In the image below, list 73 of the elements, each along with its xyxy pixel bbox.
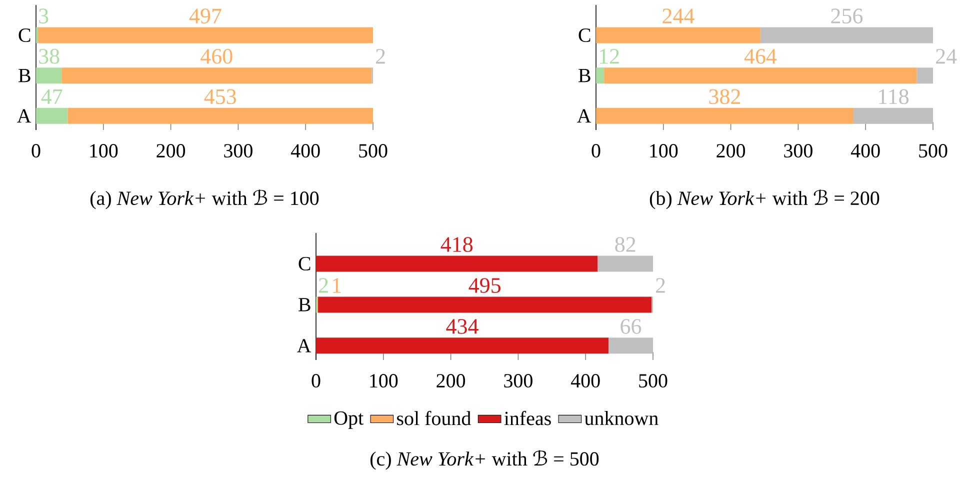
data-label: 38 bbox=[39, 48, 60, 64]
data-label: 2 bbox=[656, 278, 665, 293]
data-label: 453 bbox=[204, 89, 236, 104]
x-tick-label: 200 bbox=[156, 144, 186, 158]
y-tick-label: C bbox=[578, 28, 590, 42]
data-label: 82 bbox=[615, 237, 636, 252]
x-tick-label: 300 bbox=[784, 144, 812, 158]
x-tick-label: 500 bbox=[639, 374, 668, 388]
y-tick-label: B bbox=[298, 298, 310, 312]
data-label: 12 bbox=[600, 48, 619, 64]
bar bbox=[760, 27, 933, 44]
legend-label: infeas bbox=[504, 410, 551, 426]
y-tick-label: B bbox=[18, 68, 30, 82]
data-label: 418 bbox=[440, 237, 473, 252]
text: (c) New York+ with ℬ = 500 bbox=[370, 450, 599, 470]
x-tick-label: 0 bbox=[312, 374, 320, 388]
y-tick-label: B bbox=[578, 68, 590, 82]
bar bbox=[604, 68, 917, 84]
data-label: 3 bbox=[39, 8, 48, 24]
x-tick-label: 400 bbox=[850, 144, 880, 158]
x-tick-label: 500 bbox=[919, 144, 948, 158]
x-tick-label: 0 bbox=[32, 144, 40, 158]
bar bbox=[596, 108, 854, 124]
bar bbox=[596, 68, 604, 84]
data-label: 497 bbox=[189, 8, 222, 24]
data-label: 2 bbox=[376, 48, 385, 64]
data-label: 460 bbox=[200, 48, 232, 64]
data-label: 24 bbox=[936, 48, 957, 64]
bar bbox=[608, 338, 653, 354]
x-tick-label: 100 bbox=[90, 144, 118, 158]
data-label: 1 bbox=[333, 278, 341, 293]
x-tick-label: 500 bbox=[359, 144, 388, 158]
x-tick-label: 400 bbox=[291, 144, 320, 158]
bar bbox=[598, 256, 653, 272]
x-tick-label: 200 bbox=[716, 144, 746, 158]
bar bbox=[316, 338, 609, 354]
data-label: 464 bbox=[744, 48, 777, 64]
bar bbox=[316, 256, 598, 272]
data-label: 47 bbox=[41, 89, 62, 104]
data-label: 256 bbox=[831, 8, 863, 24]
legend-label: sol found bbox=[397, 410, 471, 426]
y-tick-label: C bbox=[18, 28, 30, 42]
data-label: 2 bbox=[319, 278, 328, 293]
bar bbox=[318, 296, 652, 313]
bar bbox=[36, 68, 62, 84]
legend-label: unknown bbox=[584, 411, 658, 426]
data-label: 434 bbox=[446, 319, 478, 334]
data-label: 118 bbox=[879, 89, 908, 104]
bar bbox=[38, 27, 373, 44]
y-tick-label: A bbox=[297, 339, 312, 352]
bar bbox=[596, 27, 760, 44]
data-label: 66 bbox=[620, 319, 642, 334]
data-label: 244 bbox=[662, 8, 694, 24]
x-tick-label: 300 bbox=[504, 374, 532, 388]
bar bbox=[68, 108, 373, 124]
y-tick-label: A bbox=[17, 109, 32, 122]
x-tick-label: 300 bbox=[224, 144, 252, 158]
data-label: 495 bbox=[468, 278, 500, 293]
x-tick-label: 0 bbox=[592, 144, 600, 158]
x-tick-label: 100 bbox=[650, 144, 678, 158]
bar bbox=[62, 68, 372, 84]
x-tick-label: 200 bbox=[436, 374, 466, 388]
data-label: 382 bbox=[709, 89, 740, 104]
y-tick-label: C bbox=[298, 257, 310, 270]
bar bbox=[916, 68, 933, 84]
bar bbox=[36, 108, 68, 124]
bar bbox=[853, 108, 933, 124]
x-tick-label: 100 bbox=[370, 374, 398, 388]
legend-label: Opt bbox=[334, 411, 364, 429]
text: (a) New York+ with ℬ = 100 bbox=[90, 189, 319, 210]
x-tick-label: 400 bbox=[570, 374, 600, 388]
text: (b) New York+ with ℬ = 200 bbox=[650, 189, 880, 210]
y-tick-label: A bbox=[577, 109, 592, 122]
